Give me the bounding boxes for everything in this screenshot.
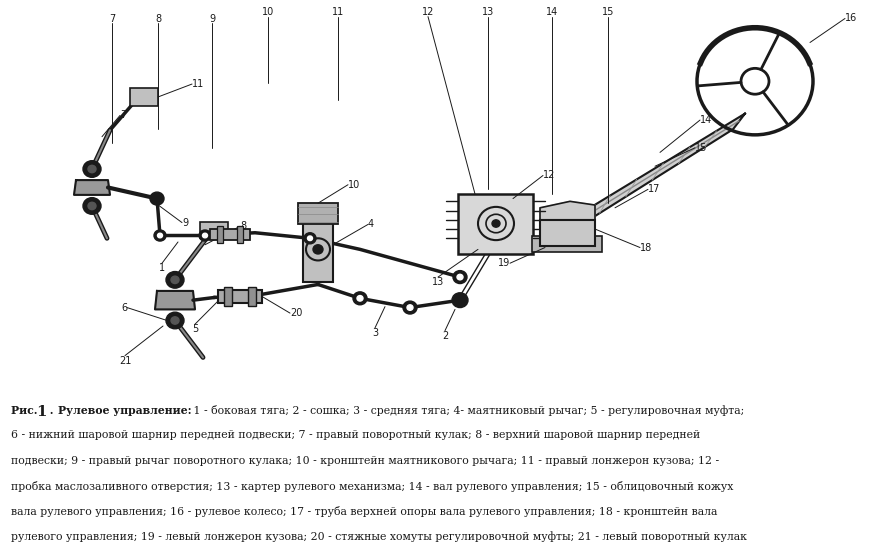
- Text: 12: 12: [422, 7, 434, 17]
- Circle shape: [150, 192, 164, 205]
- Bar: [298, 203, 338, 224]
- Polygon shape: [540, 201, 595, 220]
- Circle shape: [452, 293, 468, 307]
- Circle shape: [353, 292, 367, 305]
- Circle shape: [203, 233, 208, 238]
- Circle shape: [199, 230, 211, 241]
- Text: 13: 13: [481, 7, 494, 17]
- Text: 5: 5: [192, 324, 198, 334]
- Circle shape: [154, 230, 166, 241]
- Circle shape: [357, 296, 363, 301]
- Text: 9: 9: [182, 218, 189, 228]
- Bar: [532, 235, 602, 252]
- Text: 14: 14: [700, 115, 712, 125]
- Text: 4: 4: [368, 219, 374, 229]
- Text: 16: 16: [845, 13, 857, 23]
- Circle shape: [313, 245, 323, 254]
- Polygon shape: [545, 114, 745, 248]
- Text: 12: 12: [543, 171, 555, 180]
- Bar: [248, 287, 256, 306]
- Circle shape: [308, 236, 312, 240]
- Text: 10: 10: [348, 180, 360, 190]
- Text: 9: 9: [209, 14, 215, 24]
- Bar: [224, 287, 232, 306]
- Circle shape: [166, 312, 184, 329]
- Text: 15: 15: [695, 143, 708, 153]
- Circle shape: [83, 198, 101, 214]
- Bar: [218, 290, 262, 303]
- Circle shape: [88, 202, 96, 210]
- Text: 21: 21: [118, 355, 132, 365]
- Text: 20: 20: [290, 308, 303, 318]
- Circle shape: [158, 233, 162, 238]
- Bar: [210, 229, 250, 240]
- Text: 11: 11: [332, 7, 344, 17]
- Circle shape: [407, 305, 413, 310]
- Text: 17: 17: [648, 184, 660, 194]
- Circle shape: [252, 293, 258, 299]
- Text: 1: 1: [36, 405, 46, 419]
- Text: 11: 11: [192, 79, 204, 89]
- Circle shape: [492, 220, 500, 227]
- Circle shape: [403, 301, 417, 314]
- Text: рулевого управления; 19 - левый лонжерон кузова; 20 - стяжные хомуты регулировоч: рулевого управления; 19 - левый лонжерон…: [11, 531, 746, 542]
- Bar: [303, 222, 333, 282]
- Text: 1: 1: [159, 263, 165, 273]
- Bar: [200, 222, 228, 238]
- Text: 13: 13: [431, 277, 444, 287]
- Text: 6: 6: [121, 302, 127, 312]
- Text: 7: 7: [109, 14, 115, 24]
- Text: 7: 7: [120, 110, 126, 121]
- Circle shape: [453, 271, 467, 283]
- Text: 15: 15: [602, 7, 614, 17]
- Bar: [237, 227, 243, 243]
- Bar: [540, 220, 595, 246]
- Polygon shape: [74, 180, 110, 195]
- Text: 8: 8: [240, 222, 246, 231]
- Circle shape: [457, 275, 463, 280]
- Text: 6 - нижний шаровой шарнир передней подвески; 7 - правый поворотный кулак; 8 - ве: 6 - нижний шаровой шарнир передней подве…: [11, 430, 700, 440]
- Text: 10: 10: [262, 7, 275, 17]
- Text: пробка маслозаливного отверстия; 13 - картер рулевого механизма; 14 - вал рулево: пробка маслозаливного отверстия; 13 - ка…: [11, 480, 733, 492]
- Bar: [458, 194, 533, 254]
- Bar: [130, 88, 158, 106]
- Text: Рулевое управление:: Рулевое управление:: [58, 405, 191, 416]
- Circle shape: [171, 276, 179, 283]
- Circle shape: [88, 165, 96, 173]
- Circle shape: [171, 317, 179, 324]
- Text: вала рулевого управления; 16 - рулевое колесо; 17 - труба верхней опоры вала рул: вала рулевого управления; 16 - рулевое к…: [11, 506, 717, 517]
- Text: 18: 18: [640, 243, 652, 253]
- Text: .: .: [46, 405, 58, 416]
- Circle shape: [248, 289, 262, 302]
- Text: 14: 14: [545, 7, 558, 17]
- Polygon shape: [155, 291, 195, 309]
- Text: 8: 8: [155, 14, 161, 24]
- Circle shape: [83, 161, 101, 177]
- Bar: [217, 227, 223, 243]
- Text: 19: 19: [498, 258, 510, 268]
- Text: подвески; 9 - правый рычаг поворотного кулака; 10 - кронштейн маятникового рычаг: подвески; 9 - правый рычаг поворотного к…: [11, 455, 718, 465]
- Text: 1 - боковая тяга; 2 - сошка; 3 - средняя тяга; 4- маятниковый рычаг; 5 - регулир: 1 - боковая тяга; 2 - сошка; 3 - средняя…: [190, 405, 745, 416]
- Circle shape: [304, 233, 316, 244]
- Circle shape: [166, 272, 184, 288]
- Text: Рис.: Рис.: [11, 405, 40, 416]
- Text: 2: 2: [442, 331, 448, 340]
- Text: 3: 3: [372, 328, 378, 338]
